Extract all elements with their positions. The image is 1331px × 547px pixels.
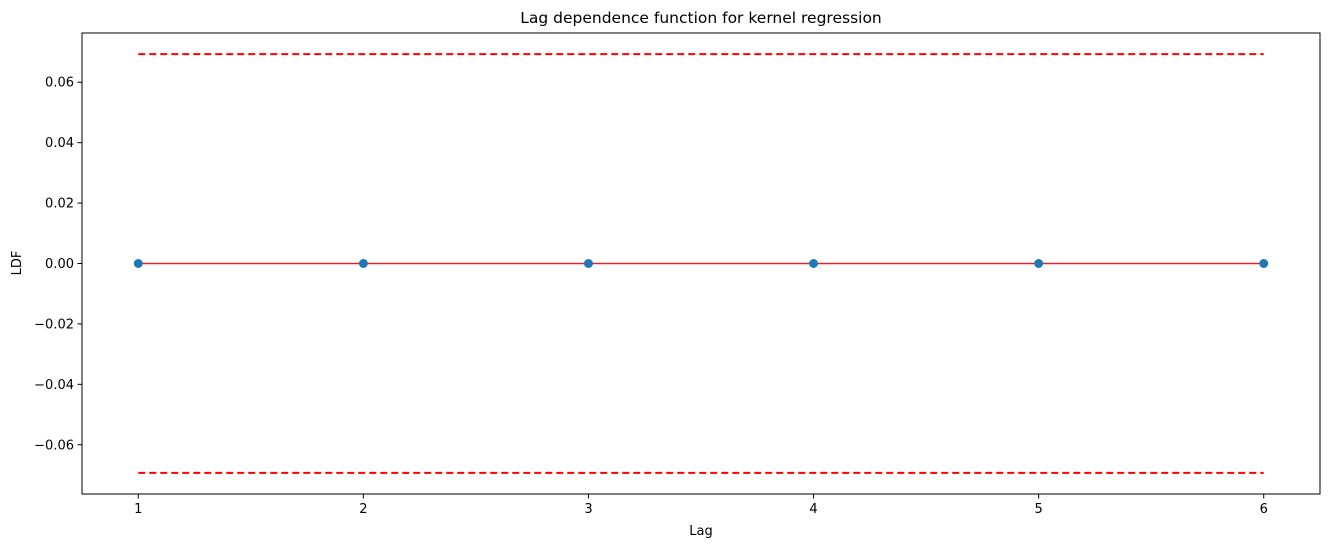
y-tick-label: 0.02: [45, 197, 74, 212]
data-point: [1034, 259, 1044, 268]
x-tick-label: 6: [1260, 502, 1268, 517]
y-tick-label: 0.06: [45, 76, 74, 91]
y-tick-label: −0.02: [34, 317, 74, 332]
chart-title: Lag dependence function for kernel regre…: [520, 9, 882, 27]
plot-area: [133, 53, 1269, 474]
x-tick-label: 2: [359, 502, 367, 517]
y-tick-label: −0.04: [34, 378, 74, 393]
data-point: [358, 259, 368, 268]
x-axis-title: Lag: [689, 524, 712, 539]
x-tick-label: 1: [134, 502, 142, 517]
y-tick-label: 0.00: [45, 257, 74, 272]
x-tick-label: 3: [584, 502, 592, 517]
x-tick-label: 4: [809, 502, 817, 517]
y-axis-title: LDF: [10, 251, 25, 276]
axis-ticks: 1 2 3 4 5 6 0.06 0.04 0.02 0.00 −0.02 −0.04 −0.06: [34, 76, 1268, 517]
y-tick-label: 0.04: [45, 136, 74, 151]
data-point: [1259, 259, 1269, 268]
data-point: [133, 259, 143, 268]
y-tick-label: −0.06: [34, 438, 74, 453]
data-point: [809, 259, 819, 268]
data-point: [583, 259, 593, 268]
x-tick-label: 5: [1034, 502, 1042, 517]
